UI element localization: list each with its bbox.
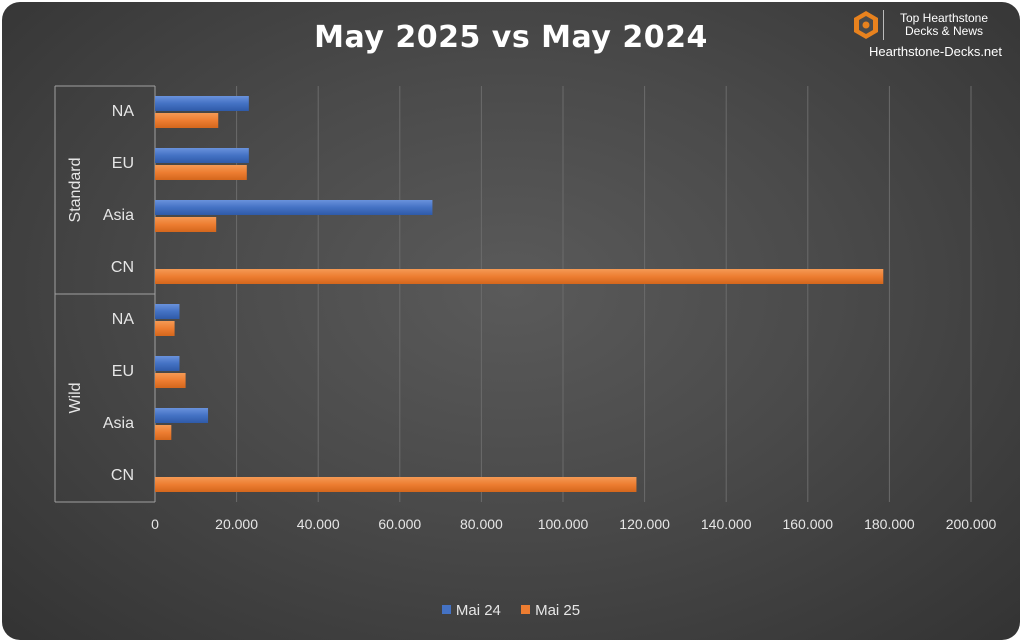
bar-mai-24 [155, 200, 433, 215]
category-label: EU [112, 363, 134, 380]
category-label: Asia [103, 415, 134, 432]
category-label: EU [112, 155, 134, 172]
x-tick-label: 80.000 [460, 516, 503, 532]
brand-separator [883, 10, 884, 40]
bar-mai-24 [155, 96, 249, 111]
legend-label-mai-25: Mai 25 [535, 602, 581, 619]
group-label: Wild [67, 382, 84, 413]
x-tick-label: 0 [151, 516, 159, 532]
legend-swatch-mai-24 [441, 605, 451, 614]
bar-mai-25 [155, 373, 186, 388]
category-label: CN [111, 259, 134, 276]
x-tick-label: 140.000 [701, 516, 752, 532]
bar-mai-25 [155, 217, 217, 232]
x-tick-label: 60.000 [378, 516, 421, 532]
x-tick-label: 200.000 [946, 516, 997, 532]
category-label: NA [112, 103, 135, 120]
x-tick-label: 180.000 [864, 516, 915, 532]
x-tick-label: 100.000 [538, 516, 589, 532]
x-tick-label: 160.000 [782, 516, 833, 532]
bar-mai-25 [155, 113, 219, 128]
x-tick-label: 120.000 [619, 516, 670, 532]
category-label: Asia [103, 207, 134, 224]
legend-item-mai-25: Mai 25 [521, 602, 580, 619]
brand-logo-block: Top Hearthstone Decks & News Hearthstone… [852, 8, 1002, 62]
category-label: CN [111, 467, 134, 484]
x-tick-label: 20.000 [215, 516, 258, 532]
legend-swatch-mai-25 [521, 605, 531, 614]
group-label: Standard [67, 158, 84, 223]
brand-line-2: Decks & News [904, 24, 984, 38]
hexagon-logo-icon [854, 11, 878, 39]
chart-title: May 2025 vs May 2024 [314, 20, 708, 55]
bar-mai-24 [155, 408, 209, 423]
bar-mai-25 [155, 321, 175, 336]
bar-mai-24 [155, 148, 249, 163]
bar-mai-24 [155, 356, 180, 371]
bar-mai-24 [155, 304, 180, 319]
bar-mai-25 [155, 165, 247, 180]
bar-mai-25 [155, 477, 637, 492]
legend-label-mai-24: Mai 24 [455, 602, 501, 619]
brand-line-1: Top Hearthstone [899, 11, 989, 25]
x-tick-label: 40.000 [297, 516, 340, 532]
brand-site: Hearthstone-Decks.net [869, 44, 1002, 59]
legend: Mai 24 Mai 25 [2, 602, 1020, 619]
legend-item-mai-24: Mai 24 [441, 602, 501, 619]
bar-mai-25 [155, 269, 884, 284]
category-label: NA [112, 311, 135, 328]
bar-mai-25 [155, 425, 172, 440]
